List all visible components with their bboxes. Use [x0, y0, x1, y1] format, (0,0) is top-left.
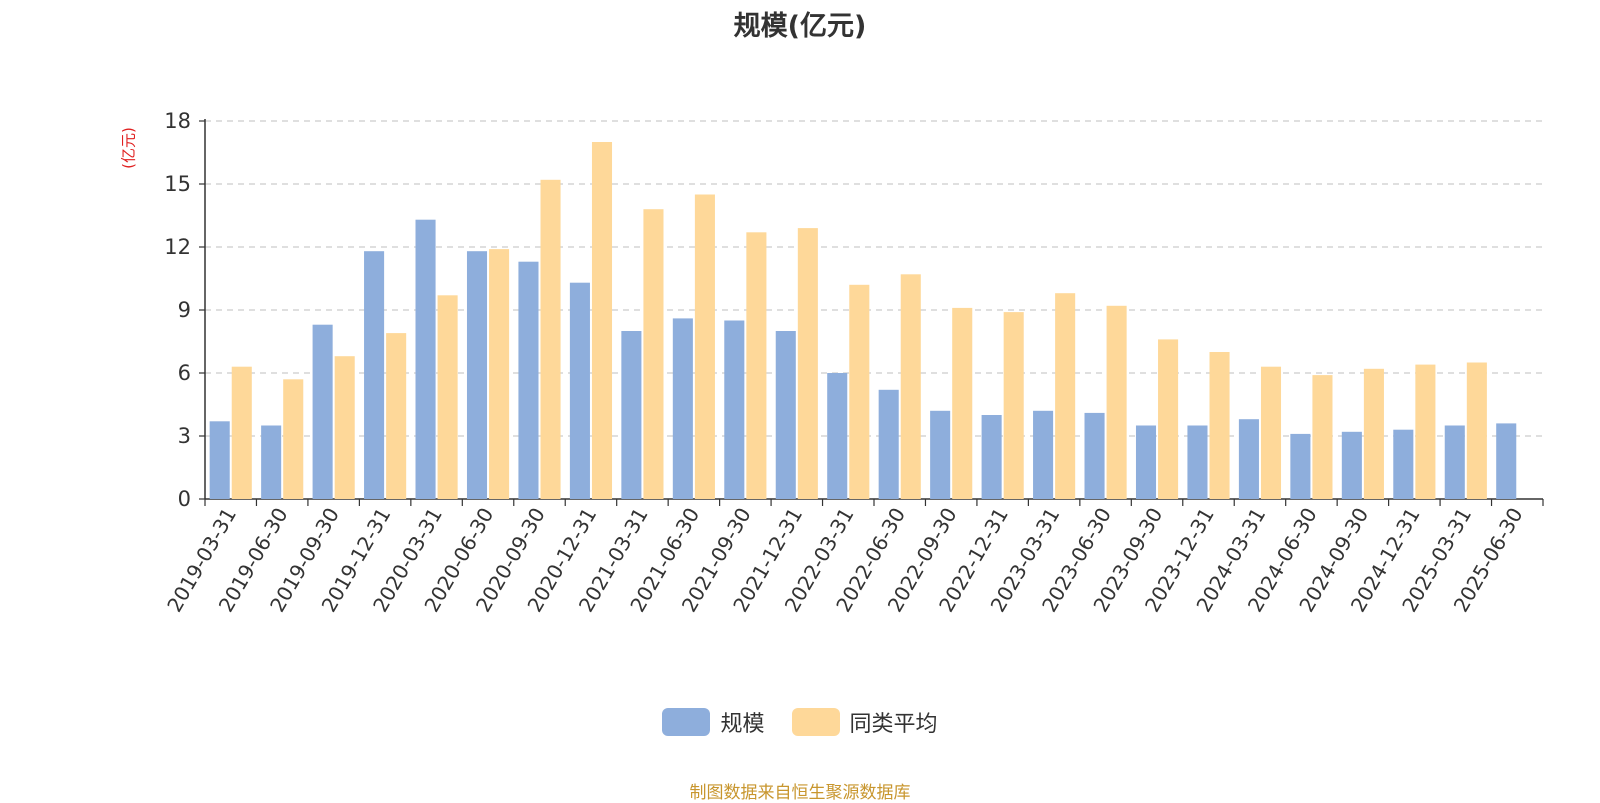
y-tick-label: 18: [164, 109, 191, 133]
bar-series2: [591, 142, 613, 499]
bar-series1: [1187, 425, 1208, 499]
bar-series1: [312, 324, 333, 499]
bar-series1: [878, 389, 899, 499]
bar-series2: [1106, 305, 1127, 499]
bar-series1: [672, 318, 693, 499]
bar-series2: [849, 284, 870, 499]
bar-series2: [1363, 368, 1384, 499]
legend-swatch-series1: [662, 708, 711, 736]
bar-series1: [930, 410, 951, 499]
bar-series1: [981, 415, 1002, 499]
bar-series2: [1312, 375, 1333, 499]
y-tick-label: 15: [164, 172, 191, 196]
bar-series1: [775, 331, 796, 499]
bar-series1: [1341, 431, 1362, 499]
bar-series2: [334, 356, 355, 499]
bar-series2: [386, 333, 407, 499]
bar-series1: [1496, 423, 1517, 499]
bar-series2: [231, 366, 252, 499]
y-tick-label: 9: [178, 298, 191, 322]
legend: 规模 同类平均: [0, 706, 1600, 742]
bar-series1: [466, 251, 488, 499]
bar-series2: [540, 179, 561, 500]
bar-series2: [952, 307, 973, 499]
bar-series2: [694, 194, 715, 499]
bar-chart: 03691215182019-03-312019-06-302019-09-30…: [162, 109, 1544, 616]
bar-series1: [827, 373, 848, 499]
bar-series2: [437, 295, 458, 499]
bar-series2: [1415, 364, 1436, 499]
bar-series2: [1158, 339, 1179, 499]
bar-series2: [1209, 352, 1230, 499]
bar-series2: [489, 249, 510, 499]
bar-series1: [209, 421, 230, 499]
legend-item-series1[interactable]: 规模: [662, 706, 765, 738]
bar-series1: [621, 331, 642, 499]
data-source-note: 制图数据来自恒生聚源数据库: [689, 783, 911, 803]
y-tick-label: 3: [178, 424, 191, 448]
y-tick-label: 12: [164, 235, 191, 259]
bar-series2: [1003, 312, 1024, 499]
y-tick-label: 6: [178, 361, 191, 385]
bar-series1: [724, 320, 745, 499]
chart-title: 规模(亿元): [733, 11, 867, 42]
bar-series2: [1260, 366, 1282, 499]
bar-series1: [415, 219, 436, 499]
bar-series2: [746, 232, 767, 500]
legend-label-series1: 规模: [720, 712, 765, 737]
bar-series1: [1444, 425, 1465, 499]
bar-series1: [261, 425, 282, 499]
y-tick-label: 0: [178, 487, 191, 511]
bar-series2: [900, 274, 921, 499]
bar-series1: [1135, 425, 1157, 499]
bar-series2: [283, 379, 304, 499]
bar-series2: [797, 228, 818, 499]
bar-series2: [643, 209, 664, 499]
bar-series1: [1033, 410, 1054, 499]
bar-series1: [1393, 429, 1414, 499]
bar-series2: [1466, 362, 1487, 499]
bar-series2: [1055, 293, 1076, 499]
legend-label-series2: 同类平均: [849, 712, 938, 737]
legend-item-series2[interactable]: 同类平均: [791, 706, 938, 738]
bar-series1: [1084, 412, 1105, 499]
bar-series1: [569, 282, 590, 499]
bar-series1: [1290, 433, 1311, 499]
bar-series1: [364, 251, 385, 499]
legend-swatch-series2: [791, 708, 840, 736]
bar-series1: [518, 261, 539, 499]
bar-series1: [1238, 419, 1259, 499]
